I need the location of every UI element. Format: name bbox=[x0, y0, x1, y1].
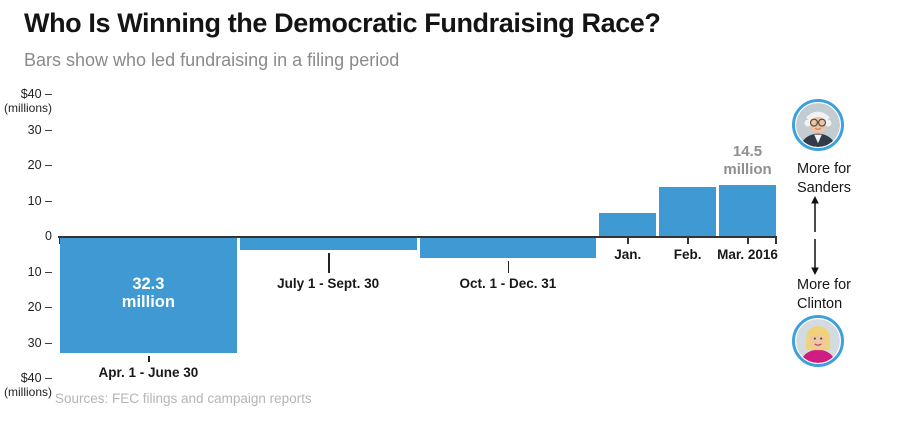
period-label: Feb. bbox=[673, 247, 702, 262]
y-axis-tick-label: 20 – bbox=[27, 300, 52, 314]
up-arrow-icon bbox=[811, 196, 819, 232]
y-axis-tick-label: 10 – bbox=[27, 264, 52, 279]
period-label: July 1 - Sept. 30 bbox=[277, 276, 380, 291]
period-label: Mar. 2016 bbox=[717, 247, 778, 262]
bar-mar-2016 bbox=[719, 184, 776, 236]
y-axis-unit-label: (millions) bbox=[4, 101, 52, 115]
more-for-sanders-line2: Sanders bbox=[797, 180, 852, 196]
more-for-clinton-line2: Clinton bbox=[797, 296, 843, 312]
more-for-clinton-label: More for Clinton bbox=[797, 276, 851, 314]
source-note: Sources: FEC filings and campaign report… bbox=[55, 391, 312, 406]
x-axis-tick bbox=[626, 238, 629, 244]
x-axis-line bbox=[58, 236, 777, 238]
y-axis-tick-label: $40 – bbox=[20, 87, 52, 101]
bar-value-label-line: million bbox=[723, 160, 772, 178]
x-axis-tick bbox=[746, 238, 749, 244]
y-axis: $40 – (millions) 30 –20 –10 –0 10 –20 –30 –… bbox=[0, 87, 52, 400]
bar-value-label-line: million bbox=[121, 293, 175, 312]
page-subtitle: Bars show who led fundraising in a filin… bbox=[24, 50, 400, 70]
bar-oct-1-dec-31 bbox=[419, 238, 597, 259]
axis-end-tick bbox=[58, 238, 61, 244]
y-axis-tick-label: $40 – bbox=[20, 371, 52, 385]
y-axis-tick-label: 30 – bbox=[27, 335, 52, 350]
more-for-sanders-line1: More for bbox=[797, 161, 851, 177]
callout-line bbox=[148, 355, 150, 362]
bar-value-label-line: 32.3 bbox=[132, 275, 165, 294]
axis-end-tick bbox=[775, 238, 777, 244]
y-axis-tick-label: 20 – bbox=[27, 158, 52, 172]
y-axis-tick-label: 0 bbox=[45, 229, 52, 243]
period-label: Apr. 1 - June 30 bbox=[98, 364, 199, 380]
more-for-sanders-label: More for Sanders bbox=[797, 160, 851, 198]
period-label: Oct. 1 - Dec. 31 bbox=[459, 276, 557, 291]
bar-value-label: 14.5 million bbox=[683, 143, 813, 179]
plot-area: Apr. 1 - June 30 32.3 million July 1 - Sept… bbox=[58, 88, 778, 400]
direction-legend: More for Sanders More for Clinton bbox=[780, 90, 898, 390]
y-axis-tick-label: 30 – bbox=[27, 122, 52, 137]
sanders-portrait-icon bbox=[796, 103, 840, 147]
callout-line bbox=[507, 261, 510, 273]
clinton-portrait-icon bbox=[796, 319, 840, 363]
y-axis-tick-label: 10 – bbox=[27, 193, 52, 208]
page-title: Who Is Winning the Democratic Fundraisin… bbox=[24, 8, 661, 38]
more-for-clinton-line1: More for bbox=[797, 277, 851, 293]
bar-value-label: 32.3 million bbox=[83, 275, 213, 311]
bar-apr-1-june-30 bbox=[60, 238, 237, 353]
period-label: Jan. bbox=[614, 247, 642, 262]
clinton-avatar bbox=[792, 315, 844, 367]
callout-line bbox=[328, 253, 330, 273]
y-axis-unit-label: (millions) bbox=[4, 385, 52, 399]
bar-value-label-line: 14.5 bbox=[732, 142, 763, 160]
sanders-avatar bbox=[792, 99, 844, 151]
down-arrow-icon bbox=[811, 239, 819, 275]
x-axis-tick bbox=[686, 238, 689, 244]
bar-jan bbox=[599, 212, 657, 236]
bar-feb bbox=[659, 187, 717, 236]
bar-july-1-sept-30 bbox=[239, 238, 417, 251]
